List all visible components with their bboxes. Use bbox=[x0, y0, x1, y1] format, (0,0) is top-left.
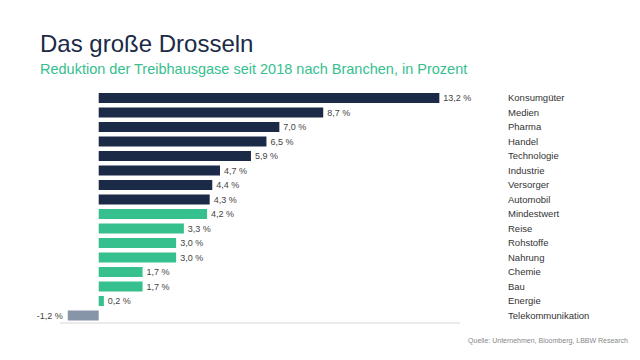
html-text:Reduktion der Treibhausgase se: Reduktion der Treibhausgase seit 2018 na… bbox=[40, 61, 468, 77]
svg-text:Industrie: Industrie bbox=[508, 165, 544, 176]
svg-text:13,2 %: 13,2 % bbox=[443, 93, 471, 103]
svg-text:Versorger: Versorger bbox=[508, 179, 549, 190]
svg-text:Medien: Medien bbox=[508, 107, 539, 118]
svg-text:Reise: Reise bbox=[508, 223, 532, 234]
svg-text:4,2 %: 4,2 % bbox=[211, 209, 234, 219]
svg-text:Bau: Bau bbox=[508, 281, 525, 292]
svg-text:Handel: Handel bbox=[508, 136, 538, 147]
html-text:Quelle: Unternehmen, Bloomberg: Quelle: Unternehmen, Bloomberg, LBBW Res… bbox=[468, 337, 628, 344]
svg-text:5,9 %: 5,9 % bbox=[255, 151, 278, 161]
svg-text:Pharma: Pharma bbox=[508, 121, 542, 132]
svg-text:Nahrung: Nahrung bbox=[508, 252, 544, 263]
svg-text:8,7 %: 8,7 % bbox=[327, 108, 350, 118]
svg-text:3,0 %: 3,0 % bbox=[180, 253, 203, 263]
svg-text:Automobil: Automobil bbox=[508, 194, 550, 205]
svg-text:4,7 %: 4,7 % bbox=[224, 166, 247, 176]
svg-text:Chemie: Chemie bbox=[508, 266, 541, 277]
svg-text:Energie: Energie bbox=[508, 295, 541, 306]
svg-text:Rohstoffe: Rohstoffe bbox=[508, 237, 549, 248]
svg-text:4,3 %: 4,3 % bbox=[214, 195, 237, 205]
svg-text:6,5 %: 6,5 % bbox=[270, 137, 293, 147]
svg-text:0,2 %: 0,2 % bbox=[108, 296, 131, 306]
svg-text:4,4 %: 4,4 % bbox=[216, 180, 239, 190]
svg-text:Mindestwert: Mindestwert bbox=[508, 208, 560, 219]
svg-text:Konsumgüter: Konsumgüter bbox=[508, 92, 565, 103]
svg-text:3,3 %: 3,3 % bbox=[188, 224, 211, 234]
svg-text:1,7 %: 1,7 % bbox=[147, 267, 170, 277]
html-text:Das große Drosseln: Das große Drosseln bbox=[40, 30, 254, 57]
svg-text:7,0 %: 7,0 % bbox=[283, 122, 306, 132]
svg-text:Technologie: Technologie bbox=[508, 150, 559, 161]
svg-text:3,0 %: 3,0 % bbox=[180, 238, 203, 248]
svg-text:Telekommunikation: Telekommunikation bbox=[508, 310, 589, 321]
svg-text:1,7 %: 1,7 % bbox=[147, 282, 170, 292]
svg-text:-1,2 %: -1,2 % bbox=[37, 311, 63, 321]
